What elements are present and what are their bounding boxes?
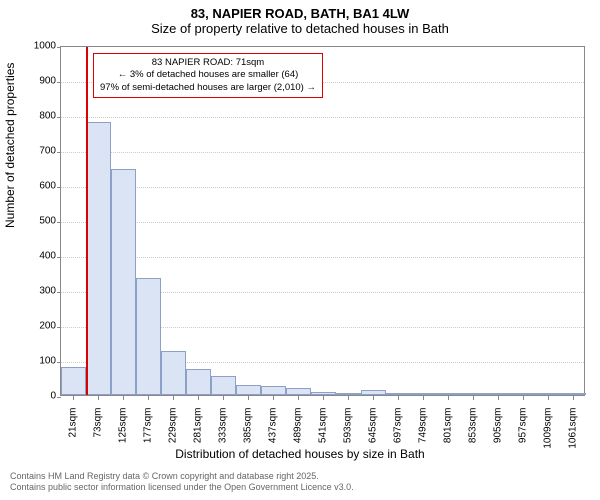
footer: Contains HM Land Registry data © Crown c…	[10, 471, 354, 494]
y-tick-mark	[57, 82, 61, 83]
x-tick-mark	[148, 396, 149, 400]
y-axis-label: Number of detached properties	[3, 63, 17, 228]
title-line-2: Size of property relative to detached ho…	[0, 21, 600, 36]
plot-area: 83 NAPIER ROAD: 71sqm ← 3% of detached h…	[60, 46, 585, 396]
histogram-bar	[161, 351, 186, 395]
x-tick-mark	[423, 396, 424, 400]
y-tick-label: 1000	[16, 41, 56, 52]
histogram-bar	[461, 393, 486, 395]
x-tick-mark	[173, 396, 174, 400]
y-tick-label: 0	[16, 391, 56, 402]
y-tick-label: 700	[16, 146, 56, 157]
x-tick-mark	[573, 396, 574, 400]
histogram-bar	[411, 393, 436, 395]
property-marker-line	[86, 47, 88, 395]
y-tick-label: 300	[16, 286, 56, 297]
x-tick-mark	[473, 396, 474, 400]
grid-line	[61, 187, 584, 188]
title-line-1: 83, NAPIER ROAD, BATH, BA1 4LW	[0, 6, 600, 21]
x-tick-mark	[548, 396, 549, 400]
x-tick-mark	[123, 396, 124, 400]
x-tick-mark	[498, 396, 499, 400]
grid-line	[61, 222, 584, 223]
x-axis-label: Distribution of detached houses by size …	[0, 447, 600, 461]
y-tick-mark	[57, 152, 61, 153]
x-tick-mark	[273, 396, 274, 400]
histogram-bar	[111, 169, 136, 395]
annotation-line-3: 97% of semi-detached houses are larger (…	[100, 82, 316, 94]
x-tick-mark	[398, 396, 399, 400]
grid-line	[61, 257, 584, 258]
x-tick-mark	[323, 396, 324, 400]
histogram-bar	[536, 393, 561, 395]
grid-line	[61, 117, 584, 118]
y-tick-mark	[57, 292, 61, 293]
y-tick-label: 600	[16, 181, 56, 192]
y-tick-mark	[57, 222, 61, 223]
y-tick-label: 900	[16, 76, 56, 87]
x-tick-mark	[373, 396, 374, 400]
annotation-line-1: 83 NAPIER ROAD: 71sqm	[100, 57, 316, 69]
histogram-bar	[86, 122, 111, 395]
histogram-bar	[236, 385, 261, 396]
histogram-bar	[261, 386, 286, 395]
footer-line-2: Contains public sector information licen…	[10, 482, 354, 494]
histogram-bar	[386, 393, 411, 395]
x-tick-mark	[198, 396, 199, 400]
chart-container: 83, NAPIER ROAD, BATH, BA1 4LW Size of p…	[0, 0, 600, 500]
histogram-bar	[436, 393, 461, 395]
y-tick-mark	[57, 362, 61, 363]
x-tick-mark	[223, 396, 224, 400]
y-tick-mark	[57, 397, 61, 398]
x-tick-mark	[248, 396, 249, 400]
y-tick-label: 800	[16, 111, 56, 122]
histogram-bar	[286, 388, 311, 395]
annotation-box: 83 NAPIER ROAD: 71sqm ← 3% of detached h…	[93, 53, 323, 98]
y-tick-mark	[57, 187, 61, 188]
y-tick-mark	[57, 327, 61, 328]
footer-line-1: Contains HM Land Registry data © Crown c…	[10, 471, 354, 483]
x-tick-mark	[298, 396, 299, 400]
histogram-bar	[336, 393, 361, 395]
x-tick-mark	[348, 396, 349, 400]
histogram-bar	[511, 393, 536, 395]
histogram-bar	[61, 367, 86, 395]
histogram-bar	[361, 390, 386, 395]
x-tick-mark	[98, 396, 99, 400]
y-tick-label: 100	[16, 356, 56, 367]
histogram-bar	[486, 393, 511, 395]
y-tick-label: 400	[16, 251, 56, 262]
y-tick-label: 200	[16, 321, 56, 332]
histogram-bar	[186, 369, 211, 395]
histogram-bar	[311, 392, 336, 396]
histogram-bar	[211, 376, 236, 395]
chart-title: 83, NAPIER ROAD, BATH, BA1 4LW Size of p…	[0, 0, 600, 36]
x-tick-mark	[73, 396, 74, 400]
x-tick-mark	[448, 396, 449, 400]
annotation-line-2: ← 3% of detached houses are smaller (64)	[100, 69, 316, 81]
grid-line	[61, 152, 584, 153]
histogram-bar	[561, 393, 586, 395]
y-tick-mark	[57, 117, 61, 118]
histogram-bar	[136, 278, 161, 395]
y-tick-mark	[57, 47, 61, 48]
y-tick-label: 500	[16, 216, 56, 227]
y-tick-mark	[57, 257, 61, 258]
x-tick-mark	[523, 396, 524, 400]
